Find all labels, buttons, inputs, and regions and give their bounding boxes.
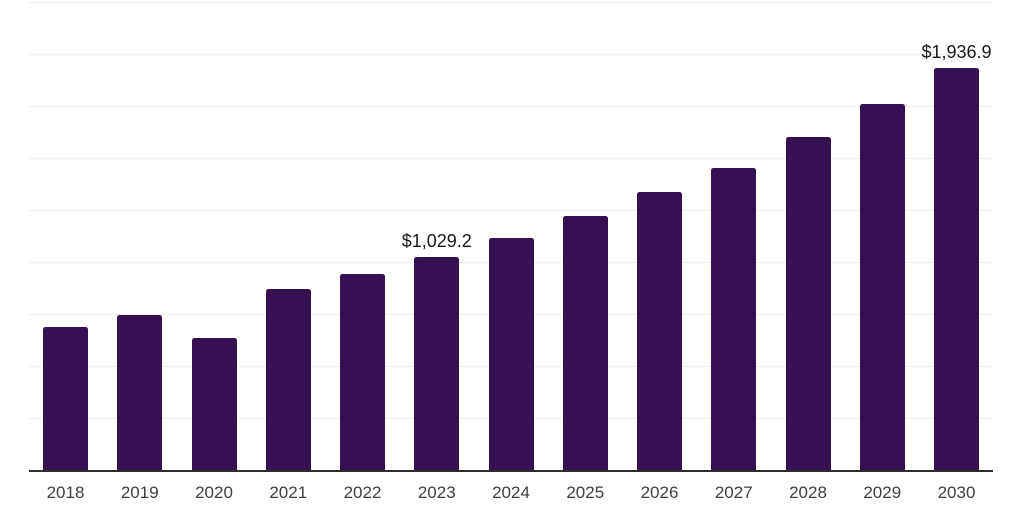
gridline — [29, 158, 993, 160]
bars: $1,029.2 $1,936.9 — [29, 3, 993, 471]
bar-2026[interactable] — [637, 192, 682, 471]
bar-2027[interactable] — [711, 167, 757, 471]
x-tick-label: 2021 — [269, 483, 308, 502]
bar-2018[interactable] — [43, 326, 88, 471]
x-tick-label: 2027 — [714, 483, 753, 502]
plot-area: $1,029.2 $1,936.9 — [29, 2, 993, 472]
bar-value-label: $1,029.2 — [401, 230, 472, 251]
x-tick-label: 2023 — [417, 483, 456, 502]
bar-2022[interactable] — [340, 273, 385, 471]
bar-2020[interactable] — [191, 337, 237, 471]
x-tick-label: 2030 — [937, 483, 976, 502]
bar-2023[interactable]: $1,029.2 — [402, 231, 472, 471]
x-tick-label: 2028 — [789, 483, 827, 502]
bar-2021[interactable] — [265, 288, 311, 471]
bar-2029[interactable] — [859, 103, 905, 471]
bar-value-label: $1,936.9 — [921, 42, 992, 63]
x-tick-label: 2029 — [863, 483, 902, 502]
x-axis-line — [29, 470, 993, 472]
gridline — [29, 2, 993, 3]
bar-2030[interactable]: $1,936.9 — [921, 42, 992, 471]
x-tick-label: 2019 — [120, 483, 159, 502]
x-tick-label: 2018 — [46, 483, 85, 502]
bar-2028[interactable] — [785, 136, 831, 471]
x-tick-label: 2020 — [195, 483, 233, 502]
gridline — [29, 106, 993, 107]
x-tick-label: 2022 — [343, 483, 382, 502]
bar-2025[interactable] — [562, 216, 608, 471]
x-tick-label: 2024 — [492, 483, 530, 502]
gridline — [29, 210, 993, 211]
x-tick-label: 2025 — [566, 483, 605, 502]
gridline — [29, 54, 993, 55]
bar-2024[interactable] — [488, 237, 534, 471]
x-axis-labels: 2018 2019 2020 2021 2022 2023 2024 2025 2026 2027… — [29, 471, 993, 512]
x-tick-label: 2026 — [640, 483, 679, 502]
bar-2019[interactable] — [117, 315, 163, 471]
